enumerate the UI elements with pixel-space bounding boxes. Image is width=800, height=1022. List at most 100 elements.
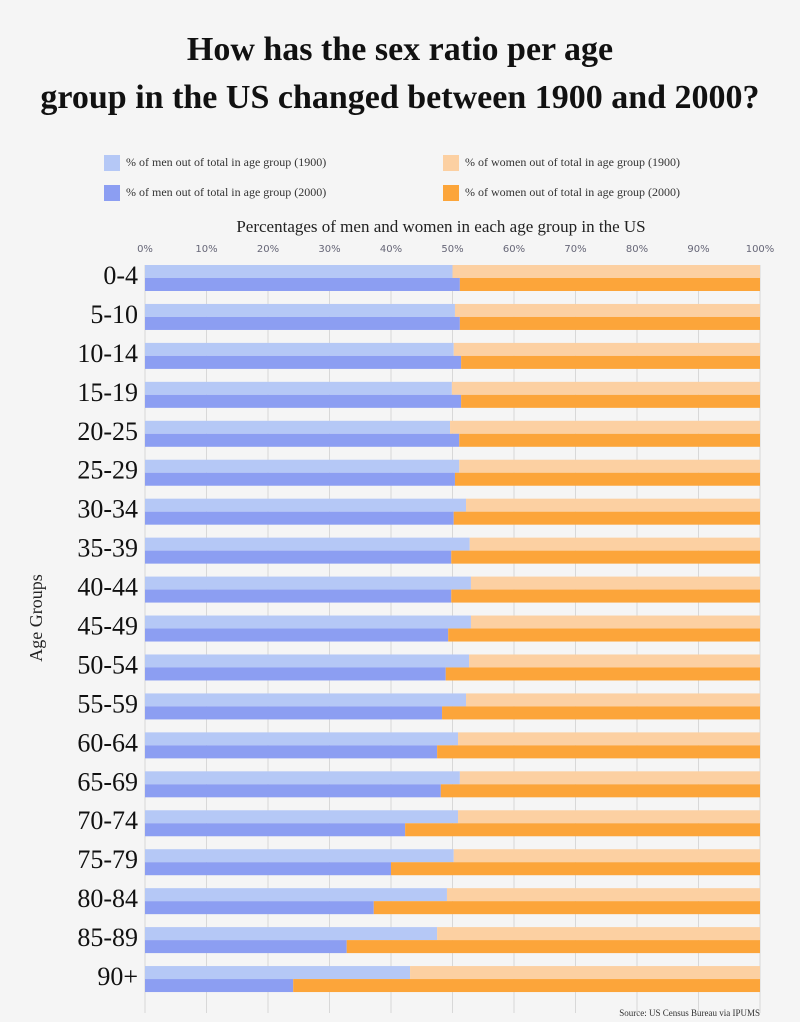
bar-segment — [405, 823, 760, 837]
bar-segment — [453, 511, 760, 525]
bar-segment — [346, 940, 760, 954]
bar-segment — [451, 589, 760, 603]
y-tick-label: 85-89 — [77, 923, 138, 952]
bar-segment — [448, 628, 760, 642]
y-tick-label: 5-10 — [90, 300, 138, 329]
bar-segment — [145, 303, 455, 317]
legend-label: % of women out of total in age group (19… — [465, 155, 680, 169]
y-tick-label: 75-79 — [77, 845, 138, 874]
legend-swatch — [443, 155, 459, 171]
source: Source: US Census Bureau via IPUMS — [619, 1008, 760, 1018]
x-tick-label: 0% — [137, 244, 153, 255]
bar-segment — [145, 901, 374, 915]
y-tick-label: 10-14 — [77, 339, 138, 368]
bar-segment — [145, 316, 460, 330]
bar-segment — [145, 576, 471, 590]
bar-segment — [145, 862, 391, 876]
bar-segment — [145, 537, 470, 551]
chart-title: How has the sex ratio per age group in th… — [40, 31, 759, 116]
bar-segment — [145, 732, 459, 746]
y-tick-label: 80-84 — [77, 884, 138, 913]
bar-segment — [145, 459, 460, 473]
x-tick-label: 20% — [257, 244, 279, 255]
bar-segment — [145, 550, 452, 564]
bar-segment — [459, 278, 760, 291]
legend-label: % of women out of total in age group (20… — [465, 185, 680, 199]
x-axis-title: Percentages of men and women in each age… — [236, 217, 645, 236]
bar-segment — [145, 771, 460, 785]
bar-segment — [145, 667, 446, 681]
y-tick-label: 70-74 — [77, 806, 138, 835]
bar-segment — [145, 355, 462, 369]
bar-segment — [373, 901, 760, 915]
y-tick-label: 45-49 — [77, 611, 138, 640]
bar-segment — [461, 355, 760, 369]
bar-segment — [466, 498, 760, 512]
x-tick-label: 100% — [746, 244, 775, 255]
y-tick-label: 20-25 — [77, 417, 138, 446]
y-tick-label: 90+ — [97, 962, 138, 991]
bar-segment — [453, 849, 760, 863]
y-tick-label: 60-64 — [77, 728, 138, 757]
bar-segment — [459, 459, 760, 473]
bar-segment — [145, 784, 441, 798]
legend-swatch — [104, 185, 120, 201]
bar-segment — [469, 654, 760, 668]
bar-segment — [145, 654, 470, 668]
bar-segment — [145, 278, 460, 291]
bar-segment — [145, 342, 454, 356]
bar-segment — [293, 979, 760, 993]
y-tick-label: 15-19 — [77, 378, 138, 407]
y-tick-label: 65-69 — [77, 767, 138, 796]
bar-segment — [145, 589, 452, 603]
bar-segment — [453, 342, 760, 356]
bar-segment — [145, 511, 454, 525]
bar-segment — [145, 979, 294, 993]
bar-segment — [145, 927, 438, 941]
legend-swatch — [104, 155, 120, 171]
y-tick-label: 55-59 — [77, 689, 138, 718]
bar-segment — [391, 862, 760, 876]
x-tick-label: 40% — [380, 244, 402, 255]
legend-swatch — [443, 185, 459, 201]
bar-segment — [459, 433, 760, 447]
bar-segment — [458, 732, 760, 746]
bar-segment — [145, 940, 347, 954]
x-tick-label: 80% — [626, 244, 648, 255]
bar-segment — [145, 888, 447, 902]
bar-segment — [466, 693, 760, 707]
bar-segment — [410, 966, 760, 980]
legend-label: % of men out of total in age group (1900… — [126, 155, 326, 169]
bar-segment — [454, 472, 760, 486]
bar-segment — [145, 615, 471, 629]
y-tick-label: 0-4 — [103, 261, 138, 290]
y-tick-label: 35-39 — [77, 534, 138, 563]
bar-segment — [145, 745, 438, 759]
bar-segment — [442, 706, 760, 720]
x-tick-label: 10% — [195, 244, 217, 255]
bar-segment — [459, 771, 760, 785]
bar-segment — [461, 394, 760, 408]
bar-segment — [459, 316, 760, 330]
bar-segment — [446, 888, 760, 902]
legend-label: % of men out of total in age group (2000… — [126, 185, 326, 199]
bar-segment — [145, 498, 467, 512]
bar-segment — [440, 784, 760, 798]
bar-segment — [145, 693, 467, 707]
bar-segment — [454, 303, 760, 317]
bar-segment — [145, 265, 453, 278]
bar-segment — [445, 667, 760, 681]
bar-segment — [452, 265, 760, 278]
y-tick-label: 25-29 — [77, 456, 138, 485]
bar-segment — [458, 810, 760, 824]
x-tick-label: 30% — [318, 244, 340, 255]
bar-segment — [469, 537, 760, 551]
bar-segment — [145, 472, 455, 486]
y-tick-label: 30-34 — [77, 495, 138, 524]
bar-segment — [437, 745, 760, 759]
bar-segment — [145, 823, 406, 837]
bar-segment — [145, 394, 462, 408]
x-tick-label: 90% — [687, 244, 709, 255]
y-tick-label: 50-54 — [77, 650, 138, 679]
